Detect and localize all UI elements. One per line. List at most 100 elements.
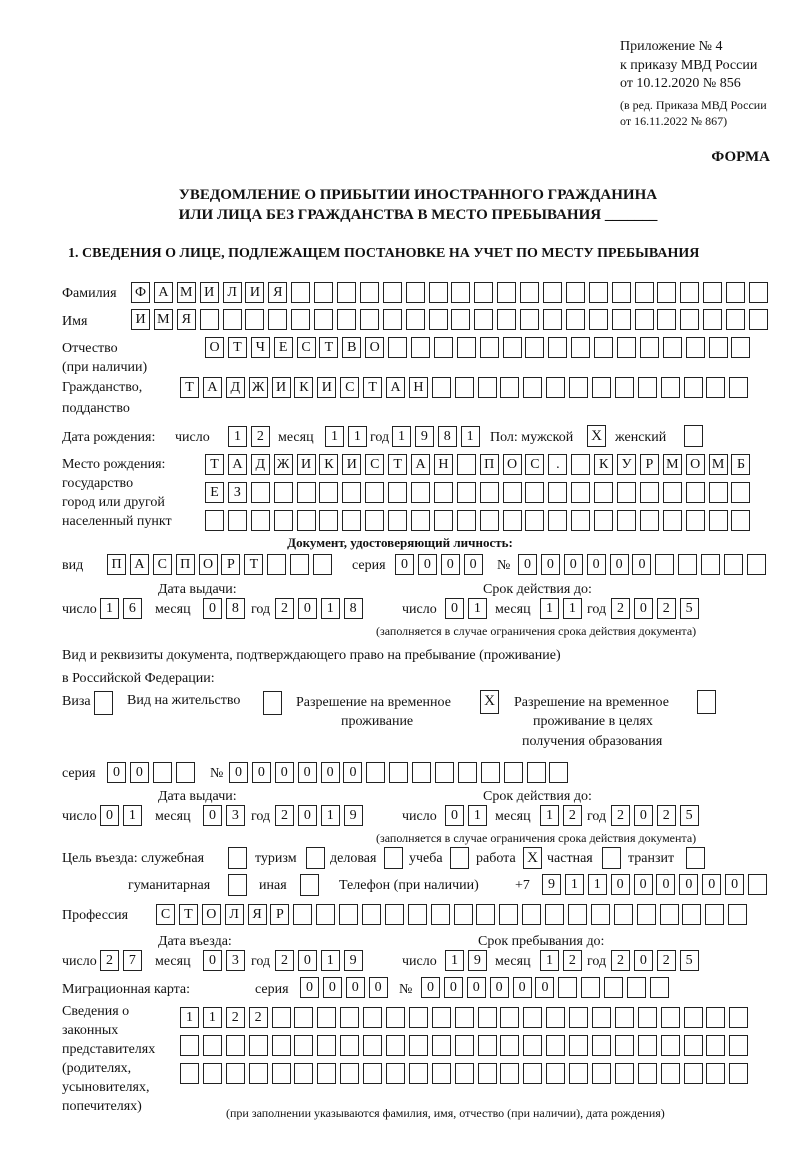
character-cell[interactable]: Р (221, 554, 241, 575)
character-cell[interactable] (250, 482, 270, 503)
character-cell[interactable]: 0 (345, 977, 365, 998)
character-cell[interactable] (314, 309, 334, 330)
character-cell[interactable] (388, 337, 408, 358)
character-cell[interactable]: 0 (322, 977, 342, 998)
character-cell[interactable] (454, 1007, 474, 1028)
character-cell[interactable] (382, 309, 402, 330)
character-cell[interactable]: 0 (586, 554, 606, 575)
purpose-other-checkbox[interactable] (300, 874, 319, 896)
character-cell[interactable]: 0 (518, 554, 537, 575)
character-cell[interactable]: 1 (562, 598, 582, 619)
character-cell[interactable] (594, 337, 614, 358)
character-cell[interactable] (317, 1007, 337, 1028)
character-cell[interactable] (703, 309, 723, 330)
character-cell[interactable] (431, 1007, 451, 1028)
character-cell[interactable] (290, 554, 310, 575)
character-cell[interactable]: 0 (274, 762, 294, 783)
character-cell[interactable] (548, 482, 568, 503)
character-cell[interactable] (337, 282, 357, 303)
character-cell[interactable] (546, 1035, 566, 1056)
character-cell[interactable]: 0 (633, 805, 653, 826)
character-cell[interactable] (430, 904, 450, 925)
character-cell[interactable]: 1 (228, 426, 247, 447)
character-cell[interactable]: А (153, 282, 173, 303)
character-cell[interactable]: Т (227, 337, 247, 358)
character-cell[interactable] (565, 282, 585, 303)
character-cell[interactable]: Н (433, 454, 453, 475)
character-cell[interactable]: 2 (248, 1007, 268, 1028)
character-cell[interactable] (435, 762, 455, 783)
character-cell[interactable] (451, 282, 471, 303)
character-cell[interactable]: 8 (343, 598, 363, 619)
character-cell[interactable] (205, 510, 224, 531)
character-cell[interactable]: А (227, 454, 247, 475)
character-cell[interactable] (428, 282, 448, 303)
character-cell[interactable]: 2 (562, 805, 582, 826)
character-cell[interactable] (614, 1007, 634, 1028)
character-cell[interactable]: 0 (203, 598, 222, 619)
character-cell[interactable]: Л (224, 904, 244, 925)
character-cell[interactable]: П (479, 454, 499, 475)
character-cell[interactable] (476, 904, 496, 925)
character-cell[interactable] (546, 377, 566, 398)
character-cell[interactable]: Т (388, 454, 408, 475)
character-cell[interactable] (411, 337, 431, 358)
character-cell[interactable] (614, 1035, 634, 1056)
character-cell[interactable]: Я (268, 282, 288, 303)
character-cell[interactable] (588, 282, 608, 303)
character-cell[interactable]: 3 (225, 805, 245, 826)
character-cell[interactable] (363, 1035, 383, 1056)
character-cell[interactable]: И (131, 309, 150, 330)
character-cell[interactable] (503, 762, 523, 783)
character-cell[interactable]: К (319, 454, 339, 475)
character-cell[interactable]: 9 (414, 426, 434, 447)
character-cell[interactable] (433, 337, 453, 358)
character-cell[interactable]: 7 (122, 950, 142, 971)
character-cell[interactable] (662, 510, 682, 531)
character-cell[interactable]: 0 (300, 977, 319, 998)
character-cell[interactable]: 1 (202, 1007, 222, 1028)
character-cell[interactable] (604, 977, 624, 998)
character-cell[interactable]: 0 (251, 762, 271, 783)
character-cell[interactable]: С (156, 904, 175, 925)
character-cell[interactable]: Ж (248, 377, 268, 398)
character-cell[interactable]: Д (225, 377, 245, 398)
character-cell[interactable]: 0 (656, 874, 676, 895)
character-cell[interactable]: 2 (562, 950, 582, 971)
character-cell[interactable]: 1 (564, 874, 584, 895)
character-cell[interactable] (500, 1035, 520, 1056)
purpose-transit-checkbox[interactable] (686, 847, 705, 869)
character-cell[interactable] (703, 282, 723, 303)
character-cell[interactable] (685, 337, 705, 358)
character-cell[interactable] (706, 1035, 726, 1056)
character-cell[interactable] (408, 1007, 428, 1028)
character-cell[interactable] (748, 874, 768, 895)
character-cell[interactable]: 1 (540, 950, 559, 971)
character-cell[interactable]: 0 (489, 977, 509, 998)
character-cell[interactable]: О (365, 337, 385, 358)
character-cell[interactable]: 1 (180, 1007, 199, 1028)
purpose-tourism-checkbox[interactable] (306, 847, 325, 869)
character-cell[interactable] (526, 762, 546, 783)
character-cell[interactable]: С (296, 337, 316, 358)
character-cell[interactable] (433, 482, 453, 503)
character-cell[interactable]: 0 (417, 554, 437, 575)
character-cell[interactable] (479, 337, 499, 358)
character-cell[interactable] (477, 1063, 497, 1084)
character-cell[interactable] (571, 454, 591, 475)
character-cell[interactable]: Т (178, 904, 198, 925)
character-cell[interactable]: П (107, 554, 126, 575)
character-cell[interactable] (340, 1007, 360, 1028)
character-cell[interactable]: 1 (467, 805, 487, 826)
character-cell[interactable] (685, 482, 705, 503)
